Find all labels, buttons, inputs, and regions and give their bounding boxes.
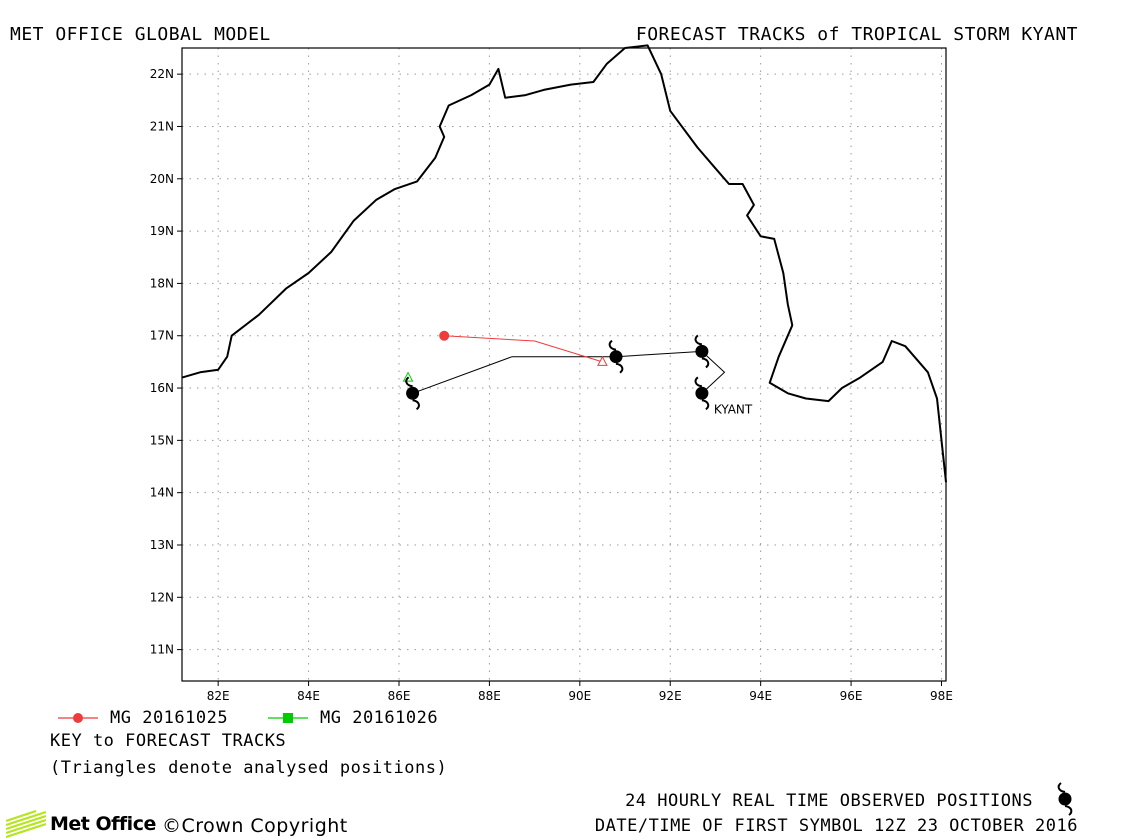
cyclone-arm (701, 399, 710, 411)
met-office-logo-text: Met Office (50, 813, 156, 835)
lat-tick-label: 19N (150, 224, 174, 238)
legend-note: (Triangles denote analysed positions) (50, 758, 448, 778)
cyclone-arm (405, 376, 413, 388)
cyclone-symbol-icon (1057, 782, 1073, 816)
cyclone-eye (695, 344, 709, 358)
lat-tick-label: 15N (150, 433, 174, 447)
lon-tick-label: 84E (297, 689, 320, 703)
observed-positions (405, 334, 710, 411)
coastline-path (181, 44, 947, 483)
cyclone-arm (615, 362, 624, 374)
lat-tick-label: 21N (150, 119, 174, 133)
lon-tick-label: 96E (840, 689, 863, 703)
cyclone-eye (406, 386, 420, 400)
legend-entry-green: MG 20161026 (266, 708, 506, 728)
lon-tick-label: 82E (207, 689, 230, 703)
first-symbol-datetime: DATE/TIME OF FIRST SYMBOL 12Z 23 OCTOBER… (594, 816, 1078, 836)
lat-tick-label: 20N (150, 172, 174, 186)
model-title: MET OFFICE GLOBAL MODEL (10, 24, 271, 45)
lon-tick-label: 88E (478, 689, 501, 703)
map-frame (181, 47, 947, 682)
observed-track-line (412, 350, 726, 394)
lon-tick-label: 92E (659, 689, 682, 703)
forecast-start-marker (439, 330, 450, 341)
lon-tick-label: 90E (568, 689, 591, 703)
cyclone-symbol (694, 334, 710, 369)
analysed-position-triangle (597, 355, 608, 366)
cyclone-eye (695, 386, 709, 400)
cyclone-arm (694, 334, 703, 346)
legend-label: MG 20161026 (320, 708, 439, 728)
lat-tick-label: 13N (150, 538, 174, 552)
legend-key-heading: KEY to FORECAST TRACKS (50, 731, 287, 751)
lon-tick-label: 98E (930, 689, 953, 703)
lat-tick-label: 11N (150, 643, 174, 657)
cyclone-arm (694, 376, 703, 388)
lat-tick-label: 17N (150, 329, 174, 343)
lat-tick-label: 14N (150, 486, 174, 500)
lat-tick-label: 22N (150, 67, 174, 81)
lat-tick-label: 16N (150, 381, 174, 395)
graticule (182, 48, 946, 681)
forecast-tracks (402, 330, 726, 394)
legend-label: MG 20161025 (110, 708, 229, 728)
cyclone-symbol (405, 376, 420, 411)
met-office-logo-icon (6, 810, 46, 838)
forecast-track-line (444, 335, 603, 363)
lon-tick-label: 86E (388, 689, 411, 703)
cyclone-arm (412, 399, 420, 411)
copyright-text: ©Crown Copyright (162, 815, 348, 837)
red-circle-marker-icon (58, 713, 98, 723)
cyclone-arm (608, 339, 617, 351)
lat-tick-label: 12N (150, 590, 174, 604)
cyclone-arm (701, 357, 710, 369)
axis-ticks: 82E 84E 86E 88E 90E 92E 94E 96E 98E 22N 21N 20N 19N 1… (150, 67, 953, 703)
storm-label: KYANT (714, 402, 753, 416)
green-square-marker-icon (268, 713, 308, 723)
coastline (181, 44, 947, 483)
cyclone-symbol (608, 339, 624, 374)
lat-tick-label: 18N (150, 276, 174, 290)
chart-title: FORECAST TRACKS of TROPICAL STORM KYANT (635, 24, 1078, 45)
observed-key-text: 24 HOURLY REAL TIME OBSERVED POSITIONS (625, 791, 1033, 811)
legend-entry-red: MG 20161025 (56, 708, 296, 728)
cyclone-symbol (694, 376, 710, 411)
cyclone-eye (609, 350, 623, 364)
lon-tick-label: 94E (749, 689, 772, 703)
